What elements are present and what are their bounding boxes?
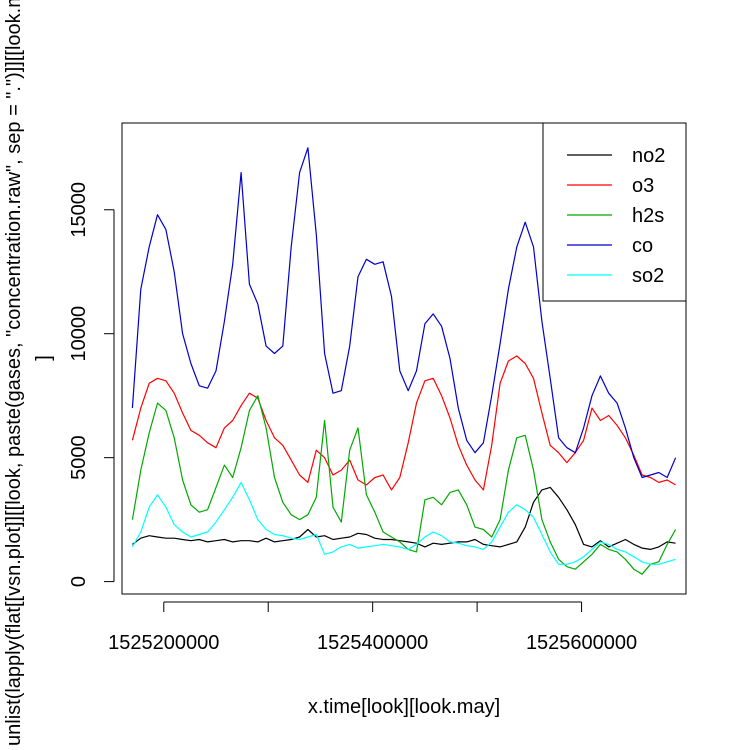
legend-label-h2s: h2s (632, 205, 664, 227)
x-axis-title: x.time[look][look.may] (308, 696, 500, 718)
legend-box (542, 122, 687, 302)
x-tick-label: 1525600000 (526, 632, 637, 654)
series-line-o3 (131, 355, 676, 491)
series-lines (131, 147, 677, 575)
y-tick-label: 5000 (68, 435, 90, 480)
y-axis: 0 5000 10000 15000 (68, 182, 115, 587)
legend-label-so2: so2 (632, 265, 664, 287)
legend: no2 o3 h2s co so2 (542, 122, 687, 302)
x-tick-label: 1525200000 (108, 632, 219, 654)
legend-label-o3: o3 (632, 175, 654, 197)
y-axis-title-line-1: unlist(lapply(flat[[vsn.plot]][[look, pa… (3, 0, 25, 746)
legend-label-co: co (632, 235, 653, 257)
series-line-co (131, 147, 677, 479)
series-line-h2s (131, 395, 677, 575)
y-tick-label: 15000 (68, 182, 90, 238)
y-axis-title-line-2: ] (33, 355, 55, 361)
y-tick-label: 10000 (68, 306, 90, 362)
x-axis: 1525200000 1525400000 1525600000 (108, 601, 637, 654)
series-line-no2 (132, 486, 676, 551)
series-line-so2 (131, 481, 676, 565)
plot-frame (121, 122, 687, 595)
y-tick-label: 0 (68, 576, 90, 587)
x-tick-label: 1525400000 (317, 632, 428, 654)
y-axis-title: unlist(lapply(flat[[vsn.plot]][[look, pa… (3, 0, 55, 746)
legend-label-no2: no2 (632, 145, 665, 167)
